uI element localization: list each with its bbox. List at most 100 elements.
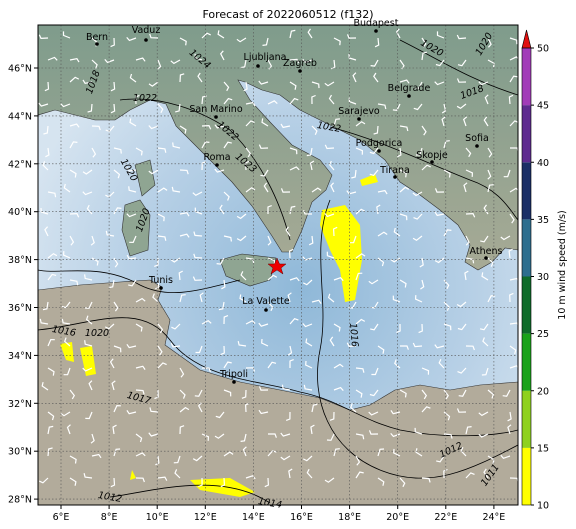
wind-barb: [443, 411, 451, 421]
sardinia: [121, 199, 151, 257]
wind-barb: [47, 367, 55, 376]
city-label: Sofia: [465, 133, 489, 144]
lat-tick-label: 38°N: [8, 255, 32, 266]
colorbar-segment: [522, 162, 531, 220]
city-dot: [407, 94, 411, 98]
wind-barb: [487, 184, 494, 193]
wind-barb: [91, 125, 101, 131]
wind-barb: [179, 212, 190, 217]
wind-barb: [484, 94, 489, 105]
wind-barb: [220, 345, 225, 356]
wind-barb: [245, 475, 256, 480]
wind-barb: [82, 169, 93, 175]
wind-barb: [333, 276, 344, 282]
wind-barb: [113, 147, 122, 154]
wind-barb: [201, 161, 207, 171]
wind-barb: [368, 430, 379, 435]
wind-barb: [464, 270, 469, 281]
wind-barb: [223, 191, 230, 201]
wind-barb: [47, 411, 55, 421]
wind-barb: [289, 166, 300, 171]
city-label: Belgrade: [388, 83, 431, 94]
wind-barb: [328, 160, 335, 171]
wind-barb: [465, 235, 470, 246]
wind-barb: [309, 160, 315, 171]
wind-barb: [179, 294, 186, 303]
city-dot: [159, 286, 163, 290]
wind-barb: [69, 169, 77, 178]
wind-barb: [155, 279, 160, 290]
lon-tick-label: 6°E: [53, 512, 70, 523]
wind-barb: [69, 141, 78, 149]
wind-barbs: [38, 28, 518, 488]
wind-barb: [219, 50, 225, 61]
lat-tick-label: 36°N: [8, 303, 32, 314]
wind-barb: [258, 322, 269, 327]
wind-barb: [377, 257, 385, 267]
wind-barb: [43, 125, 49, 135]
wind-barb: [110, 37, 115, 48]
isobar-label: 1022: [316, 120, 342, 135]
wind-barb: [355, 433, 365, 440]
wind-barb: [280, 432, 291, 437]
city-label: Tunis: [148, 275, 173, 286]
wind-barb: [377, 448, 385, 457]
wind-barb: [443, 468, 448, 479]
wind-barb: [216, 257, 225, 265]
wind-barb: [112, 424, 117, 435]
wind-barb: [289, 277, 300, 282]
wind-barb: [62, 31, 71, 39]
wind-barb: [135, 147, 143, 156]
wind-barb: [377, 345, 385, 354]
wind-barb: [333, 386, 344, 392]
wind-barb: [456, 301, 467, 308]
wind-barb: [285, 226, 291, 237]
wind-barb: [258, 409, 269, 415]
city-label: La Valette: [242, 296, 290, 307]
wind-barb: [509, 322, 518, 327]
wind-barb: [287, 292, 292, 303]
wind-barb: [399, 279, 407, 288]
wind-barb: [333, 323, 341, 332]
wind-barb: [192, 455, 203, 462]
wind-barb: [311, 94, 316, 105]
wind-barb: [82, 79, 93, 84]
wind-barb: [179, 37, 187, 46]
wind-barb: [171, 186, 181, 193]
wind-barb: [369, 389, 379, 397]
wind-barb: [373, 72, 379, 83]
wind-barb: [157, 235, 167, 241]
wind-barb: [69, 477, 77, 486]
wind-barb: [179, 125, 187, 134]
wind-barb: [129, 118, 137, 127]
colorbar-segment: [522, 105, 531, 163]
wind-barb: [509, 365, 518, 369]
wind-barb: [421, 406, 431, 413]
wind-barb: [399, 125, 409, 132]
wind-barb: [69, 212, 80, 218]
isobar-label: 1016: [51, 324, 77, 339]
wind-barb: [509, 292, 514, 303]
wind-barb: [280, 188, 291, 193]
wind-barb: [69, 455, 77, 464]
city-dot: [357, 117, 361, 121]
wind-barb: [288, 468, 293, 479]
lon-tick-label: 22°E: [434, 512, 457, 523]
lat-tick-label: 46°N: [8, 64, 32, 75]
wind-barb: [463, 182, 468, 193]
wind-barb: [63, 337, 71, 347]
wind-barb: [179, 169, 189, 175]
wind-barb: [214, 124, 225, 129]
wind-barb: [113, 448, 121, 457]
wind-barb: [289, 29, 296, 39]
wind-barb: [201, 367, 211, 373]
wind-barb: [223, 451, 234, 457]
wind-barb: [280, 123, 291, 129]
wind-barb: [458, 389, 467, 397]
wind-barb: [500, 454, 511, 460]
city-label: Roma: [203, 152, 230, 163]
wind-barb: [508, 94, 514, 105]
wind-barb: [289, 147, 298, 155]
wind-barb: [109, 358, 115, 369]
